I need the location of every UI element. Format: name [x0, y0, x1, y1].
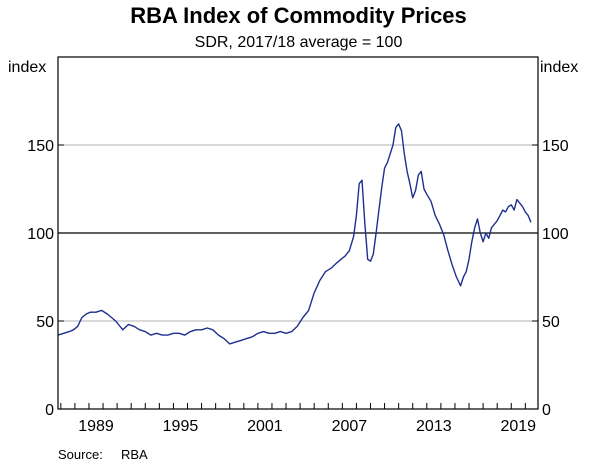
x-tick-label: 2013 — [416, 418, 452, 435]
y-tick-label-right: 50 — [542, 314, 560, 331]
x-axis-ticks: 1989 1995 2001 2007 2013 2019 — [60, 403, 536, 435]
x-tick-label: 1995 — [163, 418, 199, 435]
chart-subtitle: SDR, 2017/18 average = 100 — [195, 34, 403, 51]
y-tick-label-left: 50 — [36, 314, 54, 331]
y-tick-label-left: 0 — [45, 402, 54, 419]
chart-title: RBA Index of Commodity Prices — [130, 3, 467, 28]
y-axis-ticks: 0 0 50 50 100 100 150 150 — [27, 138, 569, 419]
y-tick-label-left: 100 — [27, 226, 54, 243]
x-tick-label: 2007 — [332, 418, 368, 435]
source-value: RBA — [121, 447, 148, 462]
y-tick-label-left: 150 — [27, 138, 54, 155]
series-line — [57, 123, 532, 345]
y-tick-label-right: 100 — [542, 226, 569, 243]
x-tick-label: 2001 — [247, 418, 283, 435]
right-axis-unit-label: index — [540, 59, 578, 76]
horizontal-gridlines — [58, 144, 538, 322]
x-tick-label: 1989 — [78, 418, 114, 435]
x-tick-label: 2019 — [500, 418, 536, 435]
left-axis-unit-label: index — [8, 59, 46, 76]
y-tick-label-right: 0 — [542, 402, 551, 419]
source-label: Source: — [58, 447, 103, 462]
y-tick-label-right: 150 — [542, 138, 569, 155]
series-group — [57, 123, 532, 345]
